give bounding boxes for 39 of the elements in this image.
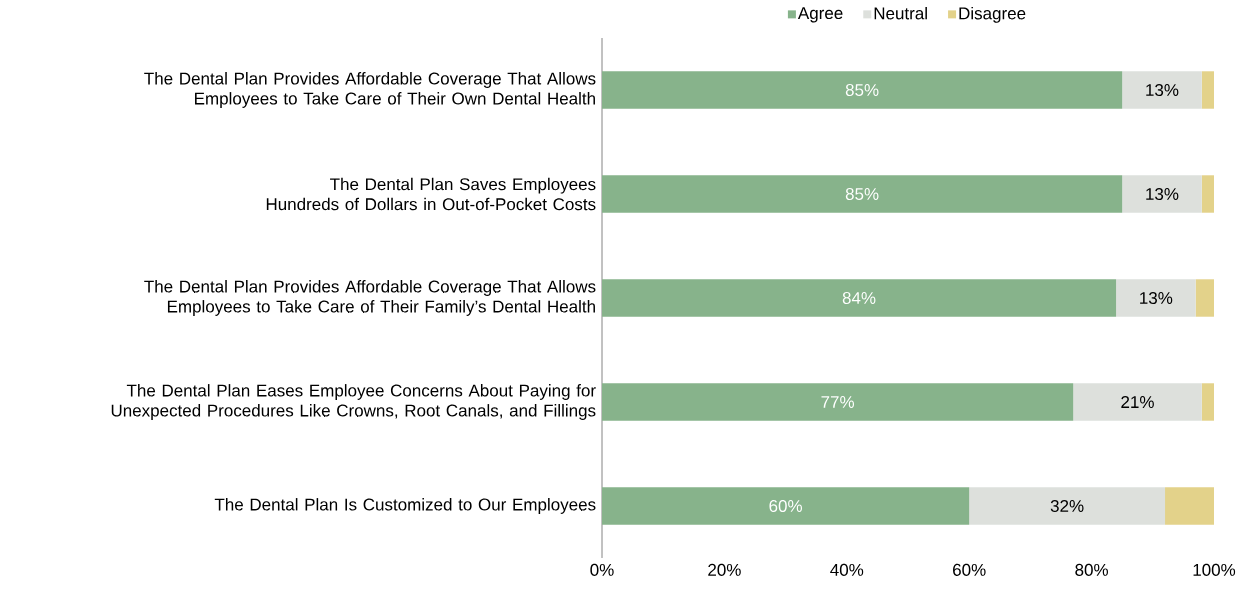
x-tick-label: 40% [830, 563, 864, 576]
data-label: 60% [769, 499, 802, 513]
y-tick-label: The Dental Plan Is Customized to Our Employees [214, 498, 596, 514]
bar [1201, 383, 1214, 421]
x-tick-label: 0% [590, 563, 614, 576]
data-label: 21% [1121, 396, 1154, 408]
data-label: 85% [845, 187, 879, 201]
legend-label: Disagree [959, 6, 1026, 23]
bar [602, 487, 970, 525]
bar [602, 383, 1074, 421]
x-tick-label: 100% [1193, 563, 1236, 576]
bar [1201, 71, 1214, 109]
legend-label: Agree [797, 7, 843, 23]
data-label: 77% [821, 396, 855, 408]
bar [1116, 279, 1196, 317]
y-tick-label: The Dental Plan Eases Employee Concerns About Paying for Unexpected Procedures Like Crowns, Root Canals, and Fillings [111, 384, 596, 420]
bar [1201, 175, 1214, 213]
bar [1122, 71, 1202, 109]
x-tick-label: 80% [1075, 563, 1108, 576]
y-tick-label: The Dental Plan Provides Affordable Coverage That Allows Employees to Take Care of Their Family’s Dental Health [144, 280, 596, 316]
data-label: 85% [845, 83, 879, 97]
bar [602, 71, 1123, 109]
bar [602, 175, 1123, 213]
x-tick-label: 60% [953, 563, 986, 576]
bar [602, 279, 1117, 317]
bar [969, 487, 1166, 525]
y-tick-label: The Dental Plan Saves Employees Hundreds of Dollars in Out-of-Pocket Costs [266, 177, 596, 211]
x-tick-label: 20% [708, 563, 741, 576]
bar [1165, 487, 1214, 525]
bar [1122, 175, 1202, 213]
data-label: 84% [842, 291, 876, 305]
y-tick-label: The Dental Plan Provides Affordable Coverage That Allows Employees to Take Care of Their Own Dental Health [144, 72, 596, 108]
legend-label: Neutral [874, 6, 927, 20]
bar [1073, 383, 1202, 421]
data-label: 32% [1050, 499, 1084, 513]
data-label: 13% [1146, 83, 1179, 97]
data-label: 13% [1140, 291, 1173, 305]
data-label: 13% [1146, 187, 1179, 201]
bar [1195, 279, 1214, 317]
